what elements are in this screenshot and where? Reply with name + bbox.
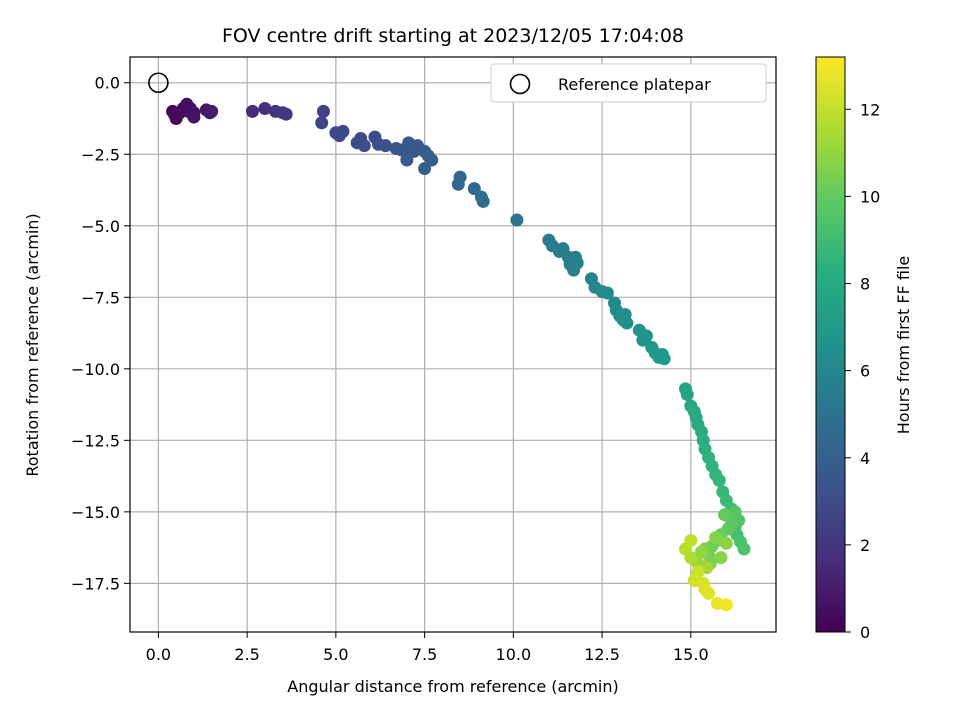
data-point xyxy=(719,598,733,612)
data-point xyxy=(425,153,439,167)
x-axis-label: Angular distance from reference (arcmin) xyxy=(287,677,618,696)
reference-point xyxy=(148,72,169,94)
data-point xyxy=(332,129,346,143)
data-point xyxy=(702,586,716,600)
data-points xyxy=(166,97,751,612)
data-point xyxy=(357,139,371,153)
y-tick-label: −17.5 xyxy=(71,574,120,593)
data-point xyxy=(600,286,614,300)
x-tick-label: 15.0 xyxy=(673,645,709,664)
legend-label: Reference platepar xyxy=(558,75,711,94)
x-tick-label: 12.5 xyxy=(584,645,620,664)
data-point xyxy=(379,139,393,153)
y-axis-label: Rotation from reference (arcmin) xyxy=(23,213,42,476)
data-point xyxy=(694,545,708,559)
colorbar-tick-label: 4 xyxy=(860,449,870,468)
y-axis-ticks: 0.0 −2.5 −5.0 −7.5 −10.0 −12.5 −15.0 −17.5 xyxy=(71,74,130,593)
plot-frame xyxy=(129,56,777,633)
x-axis-ticks: 0.0 2.5 5.0 7.5 10.0 12.5 15.0 xyxy=(146,632,709,664)
colorbar-tick-label: 6 xyxy=(860,362,870,381)
data-point xyxy=(718,508,732,522)
data-point xyxy=(714,551,728,565)
x-tick-label: 10.0 xyxy=(496,645,532,664)
colorbar-tick-label: 10 xyxy=(860,187,880,206)
data-point xyxy=(728,505,742,519)
data-point xyxy=(639,329,653,343)
data-point xyxy=(476,194,490,208)
x-tick-label: 7.5 xyxy=(412,645,437,664)
legend-marker xyxy=(509,73,531,95)
data-point xyxy=(567,263,581,277)
data-point xyxy=(657,352,671,366)
y-tick-label: −12.5 xyxy=(71,431,120,450)
y-tick-label: −10.0 xyxy=(71,360,120,379)
grid-lines xyxy=(130,57,776,632)
legend-box xyxy=(490,63,767,103)
data-point xyxy=(316,104,330,118)
chart-title: FOV centre drift starting at 2023/12/05 … xyxy=(222,25,684,47)
y-tick-label: 0.0 xyxy=(95,74,120,93)
data-point xyxy=(510,213,524,227)
reference-marker xyxy=(148,72,169,94)
legend: Reference platepar xyxy=(490,63,767,103)
y-tick-label: −5.0 xyxy=(81,217,120,236)
data-point xyxy=(684,533,698,547)
colorbar-ticks: 0 2 4 6 8 10 12 xyxy=(845,100,880,642)
data-point xyxy=(400,153,414,167)
data-point xyxy=(709,531,723,545)
colorbar-gradient xyxy=(816,57,845,632)
data-point xyxy=(453,170,467,184)
y-tick-label: −7.5 xyxy=(81,288,120,307)
data-point xyxy=(279,107,293,121)
data-point xyxy=(680,388,694,402)
data-point xyxy=(719,536,733,550)
data-point xyxy=(620,316,634,330)
data-point xyxy=(258,101,272,115)
x-tick-label: 0.0 xyxy=(146,645,171,664)
x-tick-label: 5.0 xyxy=(323,645,348,664)
data-point xyxy=(245,104,259,118)
colorbar-tick-label: 0 xyxy=(860,623,870,642)
data-point xyxy=(737,542,751,556)
data-point xyxy=(315,116,329,130)
data-point xyxy=(205,104,219,118)
colorbar-label: Hours from first FF file xyxy=(894,256,913,435)
colorbar: 0 2 4 6 8 10 12 Hours from first FF file xyxy=(815,56,913,642)
data-point xyxy=(712,473,726,487)
data-point xyxy=(418,162,432,176)
data-point xyxy=(467,182,481,196)
y-tick-label: −15.0 xyxy=(71,503,120,522)
colorbar-tick-label: 2 xyxy=(860,536,870,555)
colorbar-frame xyxy=(815,56,846,633)
data-point xyxy=(187,110,201,124)
colorbar-tick-label: 12 xyxy=(860,100,880,119)
y-tick-label: −2.5 xyxy=(81,145,120,164)
x-tick-label: 2.5 xyxy=(234,645,259,664)
colorbar-tick-label: 8 xyxy=(860,275,870,294)
